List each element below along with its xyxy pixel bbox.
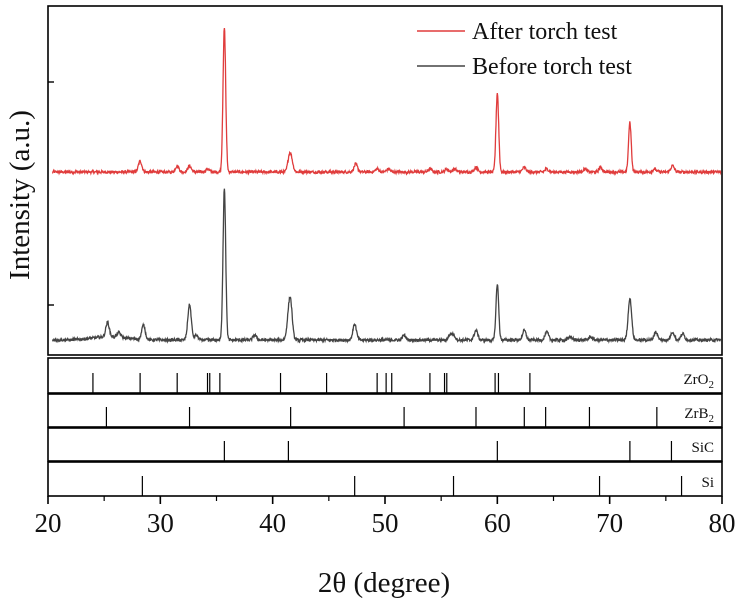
reference-panel-frame: [47, 461, 723, 497]
reference-label: SiC: [691, 440, 714, 456]
series-line-before-torch-test: [51, 188, 722, 344]
pattern-panel-frame: [47, 5, 723, 356]
reference-panel-frame: [47, 357, 723, 394]
reference-panel-sic: SiC: [47, 427, 723, 462]
x-tick-label: 40: [259, 508, 286, 538]
x-tick-label: 60: [484, 508, 511, 538]
reference-panel-frame: [47, 393, 723, 428]
x-tick-label: 70: [596, 508, 623, 538]
reference-label: Si: [701, 475, 714, 491]
x-axis: 20 30 40 50 60 70 80: [35, 496, 736, 538]
reference-panel-si: Si: [47, 461, 723, 497]
x-tick-label: 30: [147, 508, 174, 538]
x-axis-label: 2θ (degree): [318, 567, 450, 599]
pattern-panel: [47, 5, 723, 356]
x-tick-label: 80: [709, 508, 736, 538]
legend: After torch test Before torch test: [417, 19, 632, 80]
reference-panel-zrb2: ZrB2: [47, 393, 723, 428]
reference-panels: ZrO2 ZrB2 SiC Si: [47, 357, 723, 497]
x-tick-label: 50: [372, 508, 399, 538]
x-tick-label: 20: [35, 508, 62, 538]
series-line-after-torch-test: [51, 28, 722, 176]
reference-label: ZrO2: [684, 372, 715, 391]
reference-panel-frame: [47, 427, 723, 462]
legend-label: Before torch test: [472, 54, 632, 80]
legend-label: After torch test: [472, 19, 618, 45]
reference-label: ZrB2: [684, 406, 714, 425]
reference-panel-zro2: ZrO2: [47, 357, 723, 394]
y-axis-label: Intensity (a.u.): [4, 110, 36, 280]
